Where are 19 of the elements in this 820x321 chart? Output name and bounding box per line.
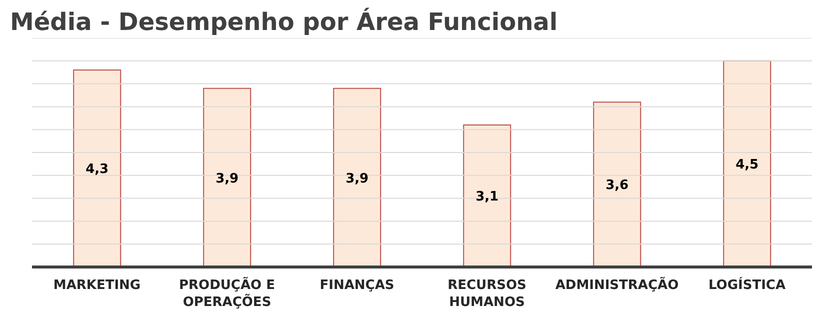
bar <box>593 102 642 267</box>
data-label: 3,6 <box>606 178 629 194</box>
data-label: 4,3 <box>86 162 109 178</box>
x-tick-label: PRODUÇÃO E OPERAÇÕES <box>179 276 275 310</box>
bar <box>203 88 252 267</box>
data-label: 3,9 <box>346 171 369 186</box>
x-tick-label: MARKETING <box>53 278 141 293</box>
bar <box>723 60 772 267</box>
x-tick-label: ADMINISTRAÇÃO <box>555 276 679 293</box>
x-tick-label: FINANÇAS <box>320 278 394 293</box>
x-tick-label: LOGÍSTICA <box>708 276 786 293</box>
data-label: 3,1 <box>476 190 499 205</box>
bar <box>73 70 122 267</box>
data-label: 3,9 <box>216 171 239 186</box>
x-tick-label: RECURSOS HUMANOS <box>448 278 526 310</box>
bar <box>333 88 382 267</box>
bar <box>463 124 512 267</box>
chart-title: Média - Desempenho por Área Funcional <box>10 8 558 36</box>
data-label: 4,5 <box>736 158 759 173</box>
